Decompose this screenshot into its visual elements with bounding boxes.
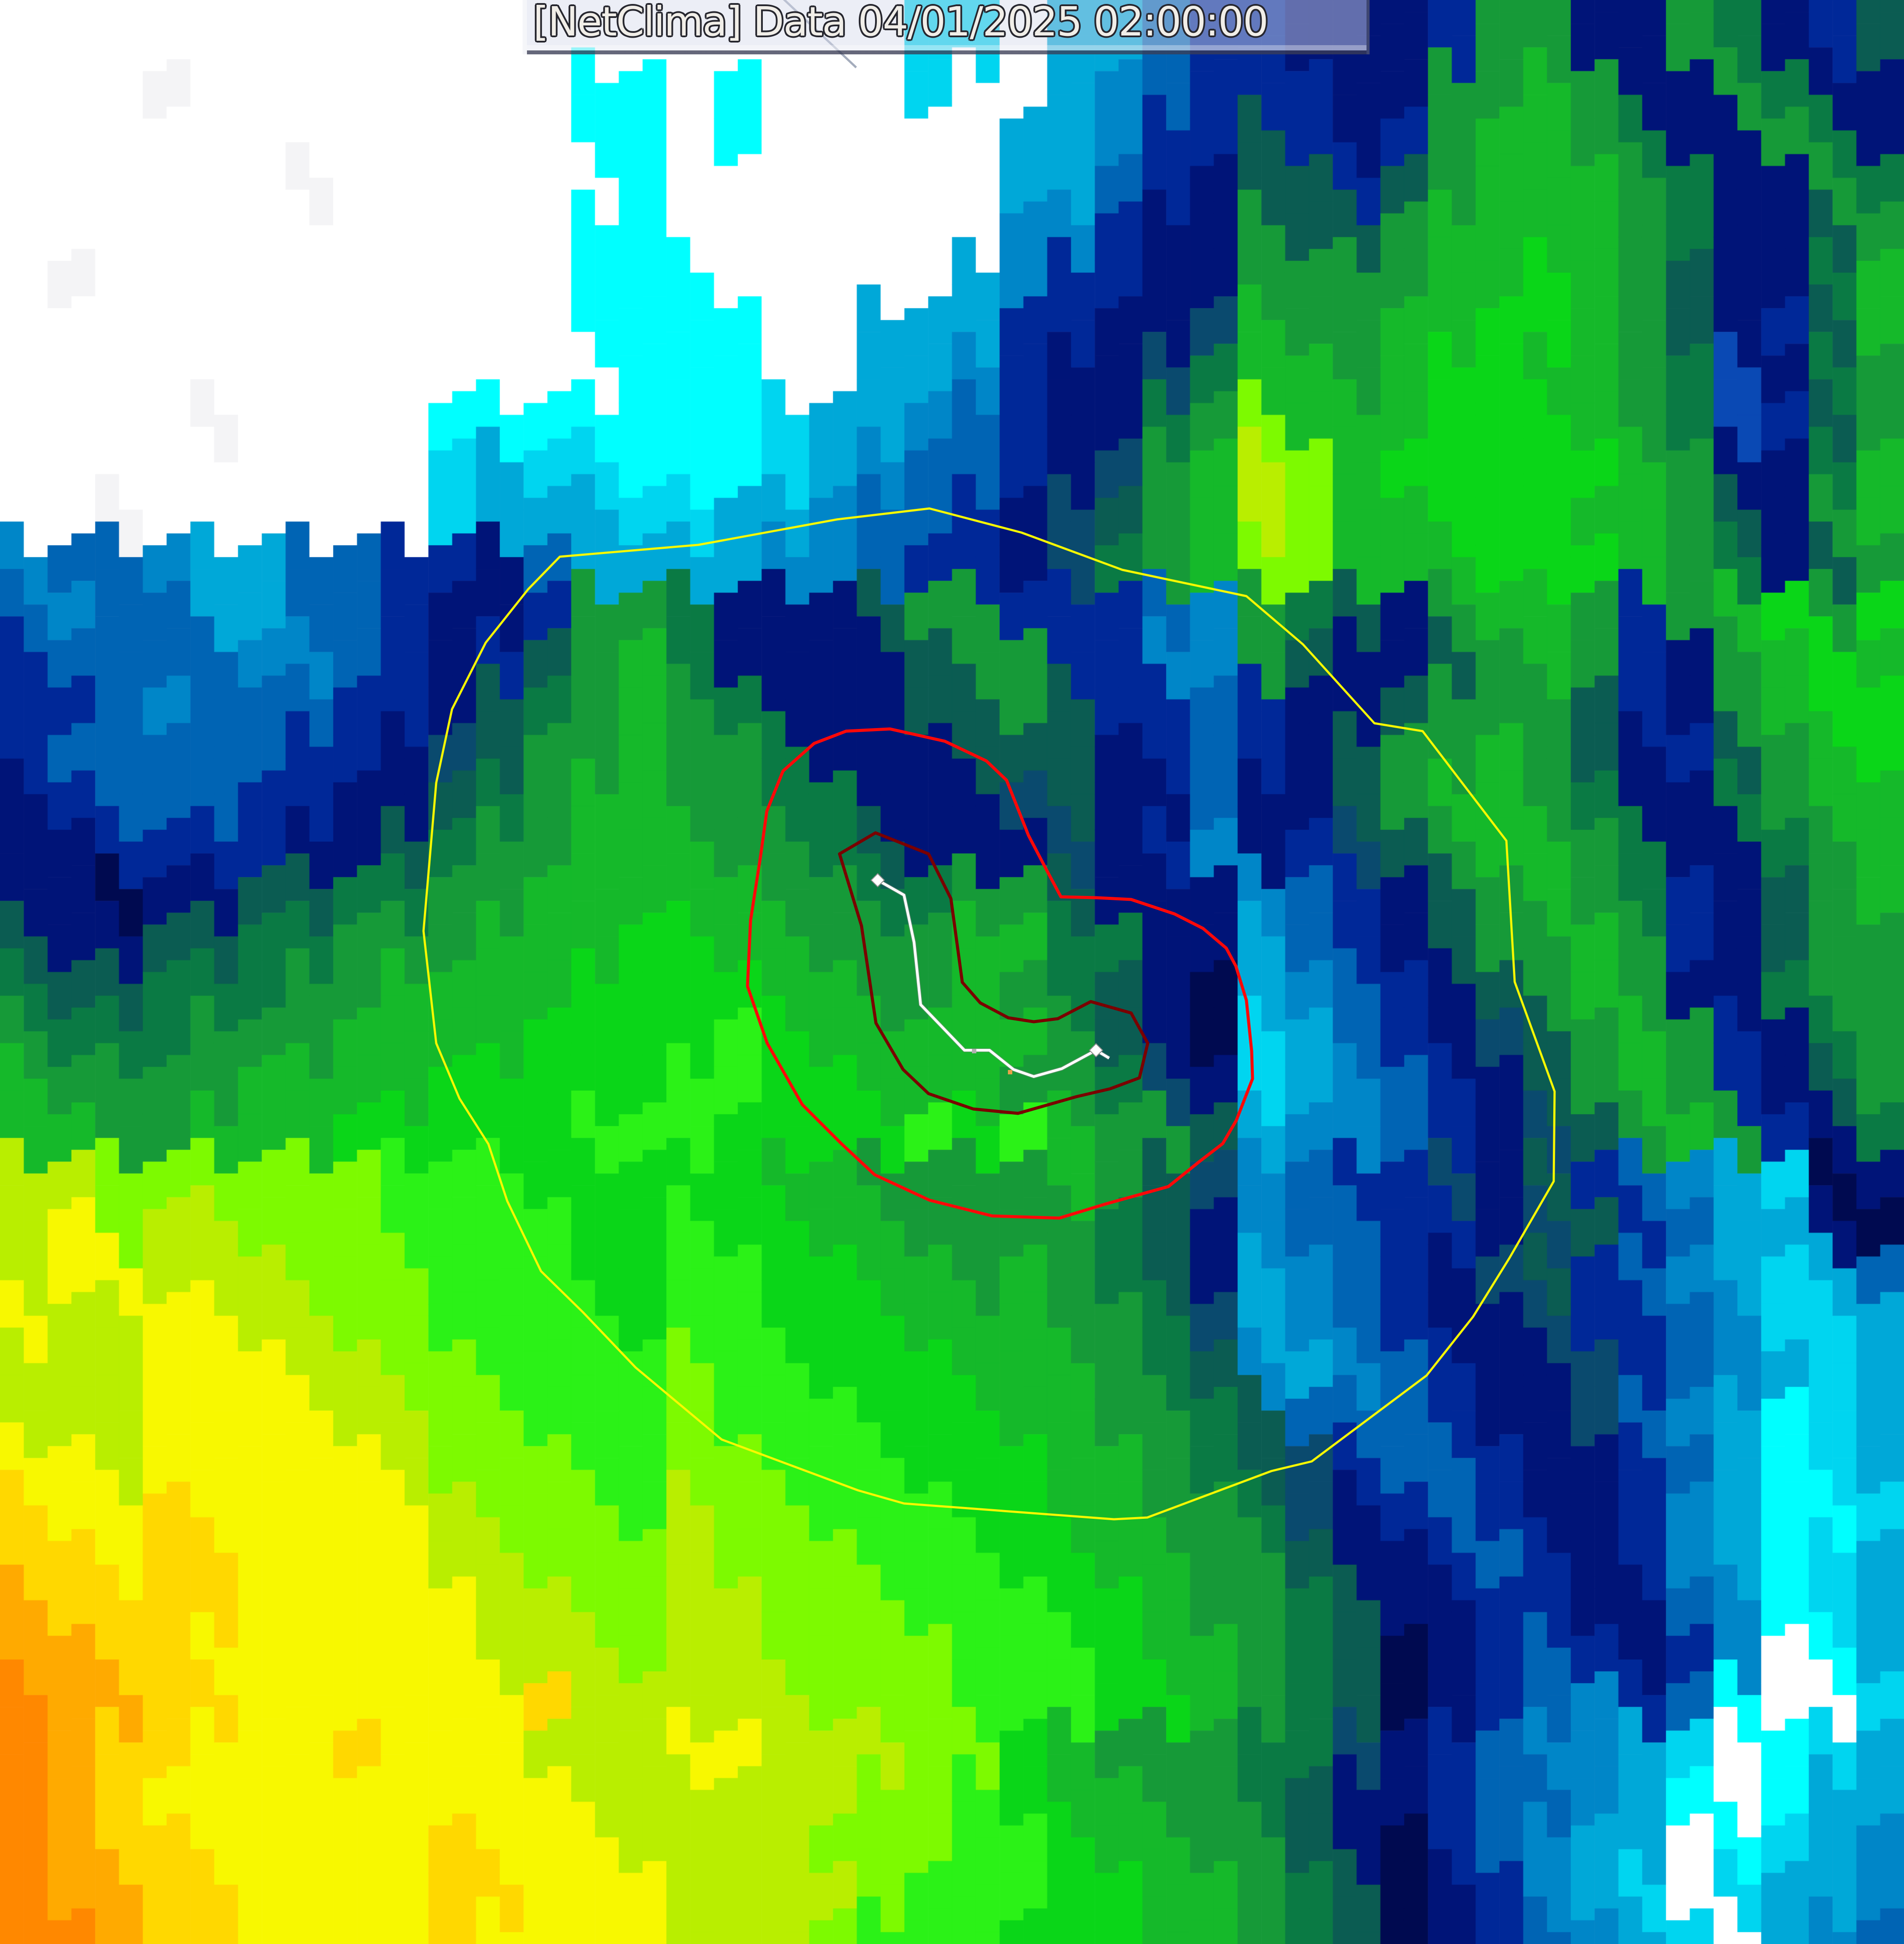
track-endpoint-marker (1089, 1043, 1103, 1058)
storm-track-line (877, 879, 1110, 1078)
track-waypoint-tick (972, 1049, 976, 1053)
inner-threshold-contour-line (838, 831, 1150, 1115)
map-boundary-line (783, 0, 857, 68)
storm-track-outline (876, 878, 1110, 1079)
title-bar-text: [NetClima] Data 04/01/2025 02:00:00 (533, 0, 1268, 45)
outer-threshold-contour-line (422, 507, 1556, 1521)
track-endpoint-marker (870, 873, 885, 888)
track-waypoint-tick (1008, 1070, 1012, 1074)
mid-threshold-contour-line (746, 727, 1254, 1220)
title-bar[interactable]: [NetClima] Data 04/01/2025 02:00:00 (523, 0, 1370, 54)
